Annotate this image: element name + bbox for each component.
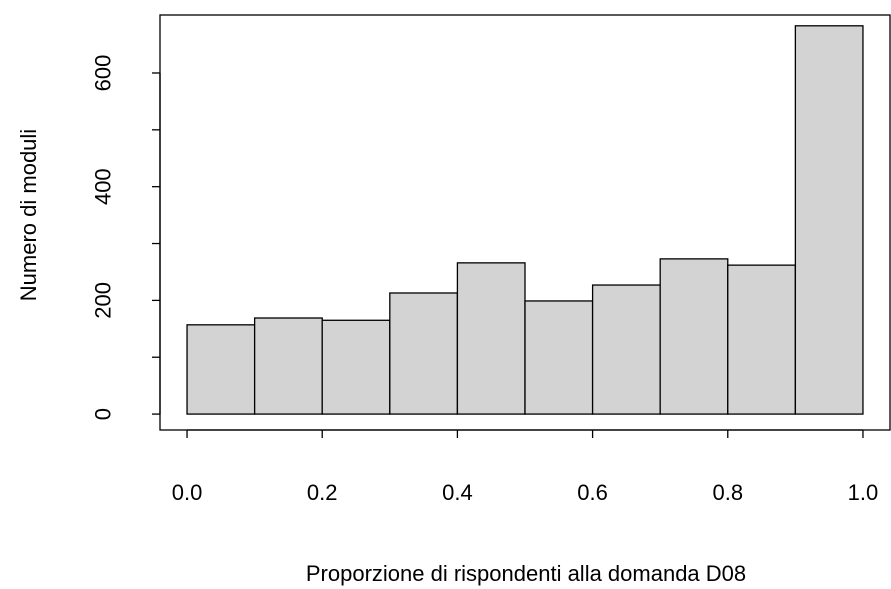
x-tick-label: 0.4 <box>442 480 473 505</box>
bar <box>389 292 459 415</box>
bar <box>253 317 323 415</box>
bar <box>591 284 661 415</box>
bar <box>186 324 256 415</box>
bar <box>794 25 864 415</box>
x-tick-label: 0.8 <box>712 480 743 505</box>
y-tick-label: 600 <box>91 55 116 92</box>
bar <box>524 300 594 415</box>
bar <box>456 262 526 415</box>
bar <box>321 319 391 415</box>
y-tick-label: 200 <box>91 282 116 319</box>
x-tick-label: 0.2 <box>307 480 338 505</box>
y-axis-label: Numero di moduli <box>16 129 41 301</box>
bar <box>659 258 729 415</box>
x-tick-label: 1.0 <box>848 480 879 505</box>
x-tick-label: 0.0 <box>172 480 203 505</box>
y-tick-label: 0 <box>91 408 116 420</box>
bar <box>727 264 797 415</box>
x-axis-label: Proporzione di rispondenti alla domanda … <box>306 561 746 586</box>
y-tick-label: 400 <box>91 168 116 205</box>
x-tick-label: 0.6 <box>577 480 608 505</box>
